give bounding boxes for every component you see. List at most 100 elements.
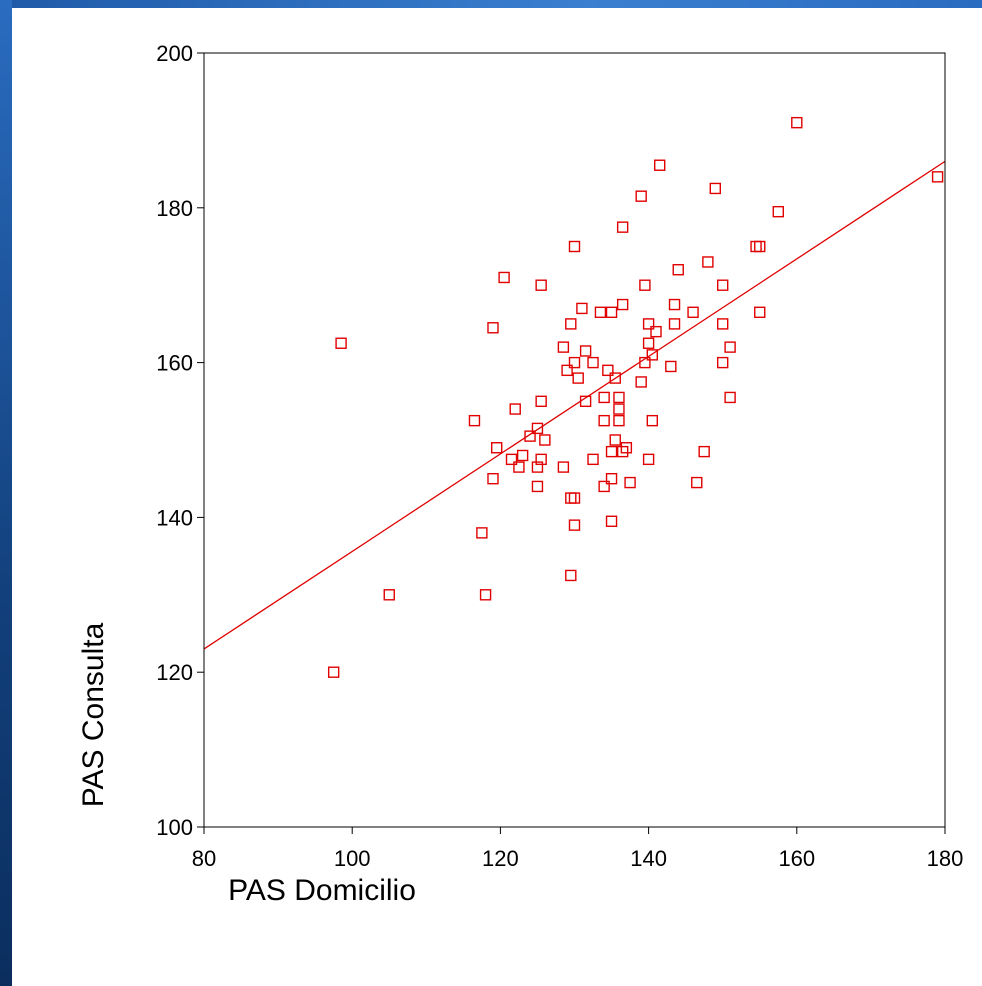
data-point bbox=[635, 376, 647, 388]
data-point bbox=[535, 279, 547, 291]
data-point bbox=[568, 356, 581, 369]
data-point bbox=[565, 492, 577, 504]
x-axis-title: PAS Domicilio bbox=[228, 874, 416, 907]
data-point bbox=[568, 519, 581, 531]
regression-line-layer bbox=[203, 160, 946, 650]
data-point bbox=[605, 445, 618, 458]
data-point bbox=[487, 473, 499, 485]
y-tick-label: 160 bbox=[156, 351, 193, 376]
data-point bbox=[531, 422, 544, 435]
window-top-border bbox=[0, 0, 982, 8]
data-point bbox=[642, 453, 655, 466]
chart-panel bbox=[12, 8, 982, 986]
data-point bbox=[605, 473, 618, 485]
data-point bbox=[561, 364, 573, 377]
data-point bbox=[327, 666, 340, 678]
data-point bbox=[490, 442, 503, 454]
window-left-border bbox=[0, 0, 12, 986]
data-point bbox=[602, 364, 614, 377]
data-point bbox=[709, 182, 721, 195]
data-point bbox=[579, 395, 592, 407]
plot-area-frame bbox=[203, 52, 946, 828]
data-point bbox=[587, 453, 599, 466]
data-point bbox=[335, 337, 347, 349]
data-point bbox=[539, 434, 551, 446]
data-point bbox=[516, 449, 529, 462]
data-point bbox=[654, 159, 666, 171]
y-tick-label: 200 bbox=[156, 41, 193, 66]
data-point bbox=[724, 391, 736, 404]
data-point bbox=[724, 341, 736, 353]
y-axis-title: PAS Consulta bbox=[77, 622, 110, 807]
data-point bbox=[598, 414, 610, 427]
data-point bbox=[498, 271, 510, 284]
data-point bbox=[505, 453, 518, 466]
data-point bbox=[668, 318, 681, 330]
data-point bbox=[642, 337, 655, 349]
data-point bbox=[531, 461, 544, 473]
data-point bbox=[535, 395, 547, 407]
data-point bbox=[613, 403, 625, 415]
data-point bbox=[624, 476, 636, 489]
data-point bbox=[639, 356, 651, 369]
data-point bbox=[698, 445, 710, 458]
x-tick-label: 80 bbox=[192, 846, 216, 871]
data-point bbox=[687, 306, 699, 318]
data-point bbox=[565, 318, 577, 330]
y-tick-label: 180 bbox=[156, 196, 193, 221]
data-point bbox=[598, 391, 610, 404]
data-point bbox=[598, 480, 610, 493]
data-point bbox=[479, 589, 492, 601]
data-point bbox=[613, 414, 625, 427]
x-axis-ticks: 80 100 120 140 160 180 bbox=[192, 827, 964, 871]
data-point bbox=[665, 360, 677, 373]
x-tick-label: 160 bbox=[778, 846, 815, 871]
data-point bbox=[568, 240, 581, 253]
data-point bbox=[616, 221, 629, 233]
data-point bbox=[476, 527, 488, 539]
y-tick-label: 140 bbox=[156, 505, 193, 530]
data-point bbox=[524, 430, 536, 442]
data-point bbox=[691, 476, 703, 489]
data-point bbox=[513, 461, 525, 473]
data-point bbox=[383, 589, 395, 601]
data-point bbox=[672, 264, 684, 276]
data-point bbox=[535, 453, 547, 466]
data-point bbox=[639, 279, 651, 291]
data-point bbox=[605, 306, 618, 318]
data-point bbox=[557, 461, 570, 473]
data-point bbox=[605, 515, 618, 527]
regression-line bbox=[203, 160, 946, 650]
data-point bbox=[635, 190, 647, 202]
y-tick-label: 120 bbox=[156, 660, 193, 685]
data-point bbox=[754, 306, 766, 318]
data-point bbox=[568, 492, 581, 504]
x-tick-label: 180 bbox=[927, 846, 964, 871]
x-tick-label: 100 bbox=[334, 846, 371, 871]
data-point bbox=[572, 372, 584, 384]
data-point bbox=[717, 318, 729, 330]
data-point bbox=[594, 306, 607, 318]
data-point bbox=[702, 256, 714, 268]
data-point bbox=[646, 349, 659, 361]
data-point bbox=[668, 298, 681, 311]
data-point bbox=[468, 414, 481, 427]
axes-layer bbox=[203, 52, 946, 828]
data-point bbox=[557, 341, 570, 353]
data-point bbox=[587, 356, 599, 369]
data-point bbox=[509, 403, 521, 415]
data-point bbox=[616, 298, 629, 311]
data-point bbox=[579, 345, 592, 357]
data-point bbox=[620, 442, 633, 454]
data-point bbox=[717, 279, 729, 291]
x-tick-label: 140 bbox=[630, 846, 667, 871]
data-point bbox=[576, 302, 588, 315]
y-tick-label: 100 bbox=[156, 815, 193, 840]
data-point bbox=[646, 414, 659, 427]
data-point bbox=[609, 434, 621, 446]
data-point bbox=[487, 322, 499, 334]
data-point bbox=[931, 171, 944, 183]
data-point bbox=[616, 445, 629, 458]
data-point bbox=[613, 391, 625, 404]
